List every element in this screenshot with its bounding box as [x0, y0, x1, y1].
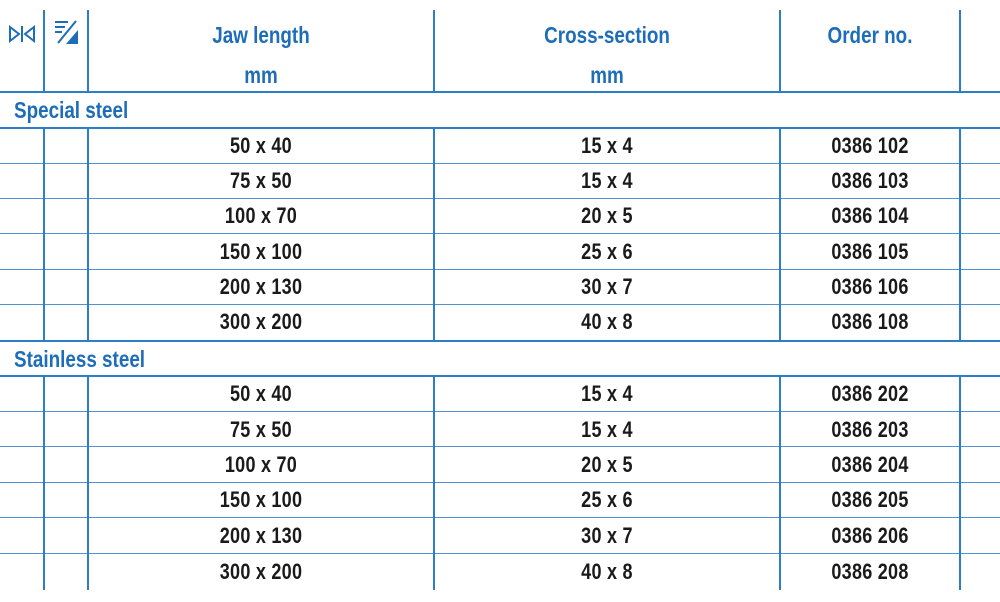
header-cross-section: Cross-section	[544, 21, 670, 48]
cell-order-no: 0386 106	[831, 274, 909, 299]
column-divider	[87, 375, 89, 590]
cell-order-no: 0386 208	[831, 559, 909, 584]
cell-cross-section: 15 x 4	[581, 417, 633, 442]
cell-jaw-length: 50 x 40	[230, 381, 292, 406]
cell-cross-section: 25 x 6	[581, 239, 633, 264]
column-divider	[43, 375, 45, 590]
rule-row	[0, 269, 1000, 271]
cell-order-no: 0386 105	[831, 239, 909, 264]
cell-jaw-length: 300 x 200	[219, 309, 303, 334]
cell-cross-section: 15 x 4	[581, 168, 633, 193]
column-divider	[959, 127, 961, 340]
rule-row	[0, 304, 1000, 306]
cell-order-no: 0386 203	[831, 417, 909, 442]
column-divider	[959, 10, 961, 91]
header-order-no: Order no.	[827, 21, 913, 48]
group-label-special-steel: Special steel	[14, 96, 129, 123]
cell-order-no: 0386 108	[831, 309, 909, 334]
cell-cross-section: 20 x 5	[581, 452, 633, 477]
column-divider	[959, 375, 961, 590]
column-divider	[779, 375, 781, 590]
cell-cross-section: 30 x 7	[581, 274, 633, 299]
cell-order-no: 0386 202	[831, 381, 909, 406]
cell-jaw-length: 150 x 100	[219, 487, 303, 512]
cell-jaw-length: 75 x 50	[230, 417, 292, 442]
column-divider	[87, 10, 89, 91]
header-jaw-length: Jaw length	[212, 21, 310, 48]
cell-order-no: 0386 103	[831, 168, 909, 193]
rule-section-bottom	[0, 127, 1000, 129]
column-divider	[433, 127, 435, 340]
rule-row	[0, 517, 1000, 519]
cell-order-no: 0386 104	[831, 203, 909, 228]
cell-jaw-length: 200 x 130	[219, 274, 303, 299]
cell-jaw-length: 100 x 70	[224, 203, 298, 228]
cell-order-no: 0386 205	[831, 487, 909, 512]
cell-jaw-length: 300 x 200	[219, 559, 303, 584]
column-divider	[43, 10, 45, 91]
cell-jaw-length: 50 x 40	[230, 133, 292, 158]
column-divider	[43, 127, 45, 340]
jaw-opening-icon	[9, 24, 35, 44]
cell-cross-section: 15 x 4	[581, 133, 633, 158]
cell-jaw-length: 200 x 130	[219, 523, 303, 548]
rule-row	[0, 233, 1000, 235]
material-hatch-icon	[55, 20, 78, 44]
column-divider	[433, 375, 435, 590]
group-label-stainless-steel: Stainless steel	[14, 345, 146, 372]
cell-cross-section: 30 x 7	[581, 523, 633, 548]
cell-jaw-length: 100 x 70	[224, 452, 298, 477]
cell-order-no: 0386 102	[831, 133, 909, 158]
rule-row	[0, 163, 1000, 165]
cell-jaw-length: 75 x 50	[230, 168, 292, 193]
header-cross-section-unit: mm	[590, 61, 624, 88]
rule-group-bottom	[0, 340, 1000, 342]
cell-order-no: 0386 206	[831, 523, 909, 548]
rule-row	[0, 482, 1000, 484]
cell-jaw-length: 150 x 100	[219, 239, 303, 264]
cell-order-no: 0386 204	[831, 452, 909, 477]
rule-row	[0, 411, 1000, 413]
rule-row	[0, 446, 1000, 448]
rule-header-bottom	[0, 91, 1000, 93]
cell-cross-section: 25 x 6	[581, 487, 633, 512]
column-divider	[87, 127, 89, 340]
cell-cross-section: 20 x 5	[581, 203, 633, 228]
header-jaw-length-unit: mm	[244, 61, 278, 88]
column-divider	[779, 127, 781, 340]
rule-section-bottom	[0, 375, 1000, 377]
rule-row	[0, 198, 1000, 200]
column-divider	[433, 10, 435, 91]
cell-cross-section: 15 x 4	[581, 381, 633, 406]
column-divider	[779, 10, 781, 91]
rule-row	[0, 553, 1000, 555]
cell-cross-section: 40 x 8	[581, 559, 633, 584]
cell-cross-section: 40 x 8	[581, 309, 633, 334]
